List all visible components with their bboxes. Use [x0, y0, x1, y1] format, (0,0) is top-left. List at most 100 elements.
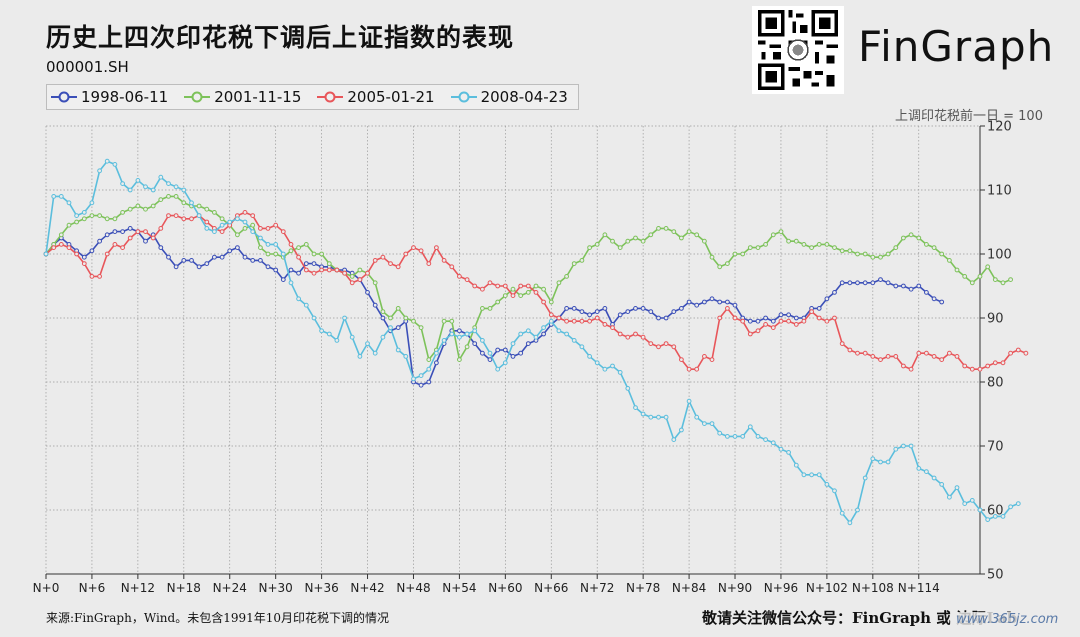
- data-point: [426, 366, 432, 372]
- data-point: [939, 251, 945, 257]
- data-point: [502, 347, 508, 353]
- data-point: [763, 437, 768, 443]
- data-point: [280, 251, 286, 257]
- data-point: [395, 347, 401, 353]
- data-point: [931, 245, 937, 251]
- follow-note: 敬请关注微信公众号：FinGraph 或 边际Lab: [702, 609, 1018, 627]
- data-point: [487, 280, 493, 286]
- x-tick-label: N+90: [718, 581, 752, 595]
- data-point: [801, 242, 807, 247]
- data-point: [66, 200, 72, 206]
- data-point: [303, 267, 309, 273]
- data-point: [166, 213, 171, 219]
- data-point: [947, 350, 952, 356]
- data-point: [372, 258, 378, 263]
- data-point: [992, 277, 998, 283]
- data-point: [166, 254, 171, 260]
- data-point: [679, 235, 684, 241]
- data-point: [127, 187, 133, 193]
- data-point: [702, 238, 707, 244]
- data-point: [832, 290, 837, 295]
- legend-item-2005[interactable]: 2005-01-21: [317, 88, 435, 106]
- data-point: [732, 315, 738, 321]
- data-point: [319, 251, 325, 257]
- data-point: [280, 229, 286, 235]
- data-point: [564, 274, 569, 279]
- data-point: [495, 366, 501, 372]
- y-axis-label: 上调印花税前一日 = 100: [895, 109, 1043, 124]
- data-point: [258, 226, 263, 231]
- data-point: [173, 213, 179, 219]
- axis-layer: 50 60 70 80 90 100 110 120 N+0 N+6 N+12 N+18 N+24 N+3…: [33, 120, 1012, 596]
- data-point: [258, 245, 263, 251]
- data-point: [196, 213, 202, 219]
- data-point: [870, 254, 876, 260]
- data-point: [732, 251, 738, 257]
- data-point: [832, 245, 837, 251]
- data-point: [250, 258, 256, 263]
- data-point: [610, 363, 615, 369]
- data-point: [924, 290, 929, 295]
- data-point: [189, 258, 194, 263]
- data-point: [702, 421, 707, 427]
- data-point: [81, 261, 87, 267]
- x-tick-label: N+36: [304, 581, 338, 595]
- data-point: [717, 315, 723, 321]
- data-point: [525, 283, 531, 289]
- data-point: [120, 229, 125, 235]
- data-point: [296, 254, 302, 260]
- chart-title: 历史上四次印花税下调后上证指数的表现: [46, 23, 515, 52]
- data-point: [977, 366, 983, 372]
- data-point: [847, 520, 853, 526]
- y-tick-label: 100: [987, 248, 1012, 263]
- chart-subtitle: 000001.SH: [46, 58, 129, 76]
- data-point: [441, 258, 447, 263]
- data-point: [58, 232, 64, 238]
- data-point: [158, 197, 164, 203]
- data-point: [480, 286, 485, 292]
- data-point: [778, 318, 784, 324]
- data-point: [502, 360, 508, 366]
- data-point: [265, 242, 271, 247]
- data-point: [571, 306, 577, 311]
- data-point: [441, 318, 447, 324]
- data-point: [464, 331, 470, 337]
- data-point: [127, 206, 133, 212]
- data-point: [357, 267, 363, 273]
- data-point: [181, 216, 187, 222]
- data-point: [602, 322, 608, 327]
- data-point: [533, 283, 539, 289]
- data-point: [1000, 360, 1006, 366]
- data-point: [533, 290, 539, 295]
- legend-item-2001[interactable]: 2001-11-15: [184, 88, 301, 106]
- series-layer: [43, 158, 1029, 526]
- legend-label-1998: 1998-06-11: [81, 88, 169, 106]
- data-point: [663, 414, 669, 420]
- data-point: [265, 264, 271, 270]
- data-point: [326, 267, 332, 273]
- legend-item-1998[interactable]: 1998-06-11: [51, 88, 168, 106]
- data-point: [839, 280, 845, 286]
- data-point: [242, 226, 248, 231]
- data-point: [43, 251, 49, 257]
- data-point: [51, 194, 57, 199]
- data-point: [702, 299, 707, 305]
- data-point: [939, 482, 945, 487]
- data-point: [694, 414, 700, 420]
- data-point: [457, 274, 462, 279]
- data-point: [1008, 504, 1013, 510]
- data-point: [541, 286, 546, 292]
- x-tick-label: N+66: [534, 581, 568, 595]
- data-point: [816, 242, 822, 247]
- data-point: [916, 235, 922, 241]
- legend-item-2008[interactable]: 2008-04-23: [450, 88, 568, 106]
- data-point: [709, 254, 715, 260]
- data-point: [150, 187, 156, 193]
- grid-layer: [45, 125, 980, 575]
- data-point: [166, 181, 171, 187]
- data-point: [847, 280, 853, 286]
- data-point: [671, 309, 677, 315]
- data-point: [326, 261, 332, 267]
- data-point: [809, 245, 814, 251]
- legend-marker-2005: [317, 91, 344, 103]
